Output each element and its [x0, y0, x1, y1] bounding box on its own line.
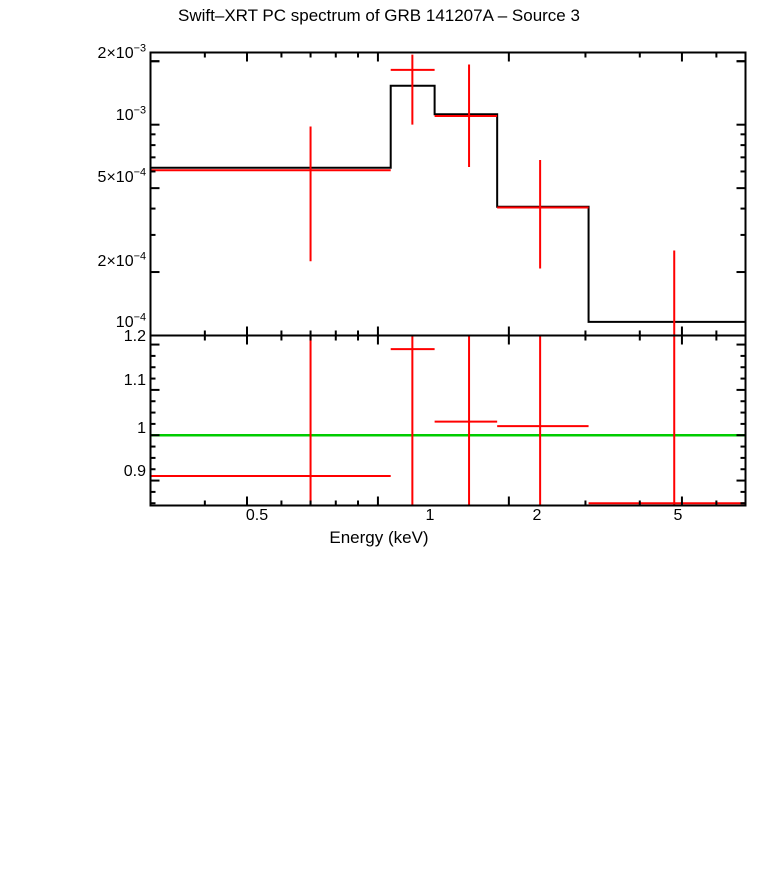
xtick-1: 1	[425, 507, 435, 524]
x-axis-label: Energy (keV)	[329, 528, 429, 547]
ratio-data-point	[150, 335, 391, 506]
spectrum-data-point	[434, 64, 498, 167]
ratio-data-point	[497, 335, 589, 506]
ratio-axis-frame	[149, 334, 747, 507]
spectrum-panel	[150, 54, 746, 336]
spectrum-data-point	[150, 126, 391, 262]
spectrum-figure: Swift–XRT PC spectrum of GRB 141207A – S…	[97, 6, 747, 547]
ratio-data-point	[390, 335, 435, 506]
ratio-panel	[150, 335, 746, 506]
axis-frames	[149, 51, 747, 507]
ratio-data-point	[434, 335, 498, 506]
ratio-data-point	[588, 335, 746, 506]
xtick-2: 2	[532, 507, 542, 524]
spectrum-data-point	[390, 54, 435, 125]
spectrum-data-point	[497, 159, 589, 269]
spectrum-axis-frame	[149, 51, 747, 337]
page-title: Swift–XRT PC spectrum of GRB 141207A – S…	[178, 6, 580, 25]
ratio-content	[150, 335, 746, 506]
spectrum-data-point	[588, 250, 746, 336]
spectrum-content	[150, 54, 746, 336]
plot-canvas	[149, 51, 747, 507]
model-histogram	[150, 84, 746, 323]
xtick-3: 5	[673, 507, 683, 524]
xtick-0: 0.5	[245, 507, 269, 524]
